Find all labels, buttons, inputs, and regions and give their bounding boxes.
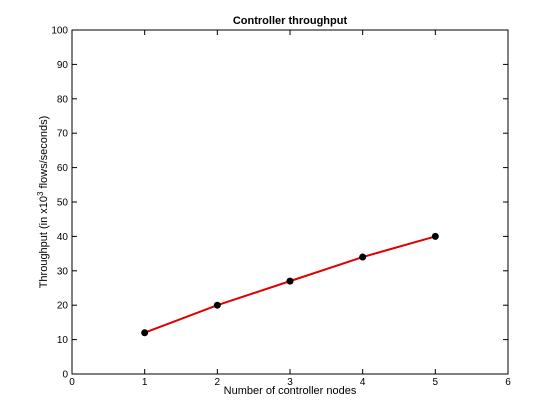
data-point [286,277,294,285]
y-tick-label: 50 [57,198,69,209]
x-tick-label: 5 [433,377,439,388]
y-tick-label: 20 [57,301,69,312]
x-tick-label: 2 [215,377,221,388]
y-axis-label-superscript: 3 [36,191,45,196]
x-tick-label: 4 [360,377,366,388]
plot-area [71,29,509,375]
y-tick-label: 70 [57,129,69,140]
data-point [431,232,439,240]
x-axis-label: Number of controller nodes [224,385,357,397]
y-tick-label: 60 [57,163,69,174]
chart-title: Controller throughput [233,15,348,27]
x-tick-label: 3 [287,377,293,388]
y-tick-label: 10 [57,335,69,346]
y-axis-label-suffix: flows/seconds) [38,116,50,192]
y-axis-label-prefix: Throughput (in x10 [38,196,50,288]
y-tick-label: 30 [57,266,69,277]
series-layer [141,232,439,337]
y-axis: 0 10 20 30 40 50 60 70 80 90 100 [51,26,508,381]
y-tick-label: 80 [57,94,69,105]
x-tick-label: 1 [142,377,148,388]
x-axis: 0 1 2 3 4 5 6 [69,30,511,388]
x-tick-label: 6 [505,377,511,388]
y-tick-label: 0 [62,370,68,381]
y-tick-label: 40 [57,232,69,243]
y-tick-label: 100 [51,26,68,37]
y-axis-label: Throughput (in x103 flows/seconds) [36,116,50,289]
data-point [359,253,367,261]
y-tick-label: 90 [57,60,69,71]
x-tick-label: 0 [69,377,75,388]
data-point [141,329,149,337]
data-point [213,301,221,309]
